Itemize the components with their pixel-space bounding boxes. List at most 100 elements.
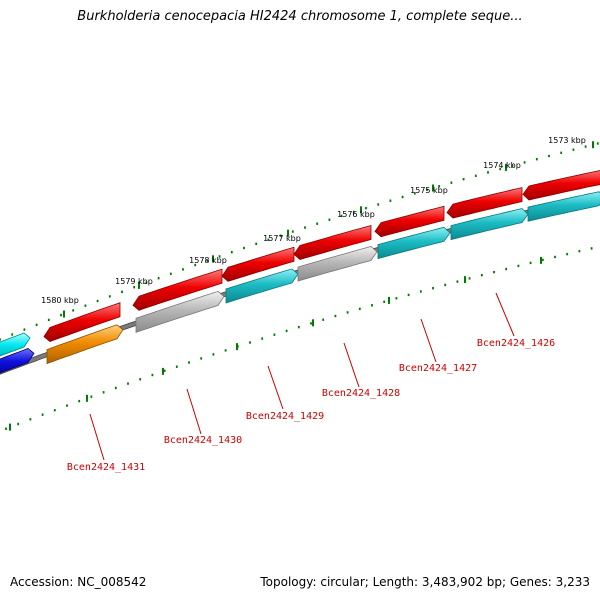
scale-label: 1577 kbp xyxy=(263,234,301,243)
scale-label: 1573 kbp xyxy=(548,136,586,145)
outer-track-minor-tick xyxy=(206,259,209,262)
gene-arrow-grey xyxy=(135,290,225,333)
inner-track-minor-tick xyxy=(224,349,227,352)
forward-gene-arrow xyxy=(293,224,372,260)
inner-track-minor-tick xyxy=(273,333,276,336)
outer-track-minor-tick xyxy=(462,178,465,181)
scale-label: 1576 kbp xyxy=(337,210,375,219)
inner-track-minor-tick xyxy=(419,290,422,293)
gene-arrow-teal xyxy=(527,191,600,222)
outer-track-minor-tick xyxy=(352,210,355,214)
outer-track-minor-tick xyxy=(450,181,453,184)
outer-track-minor-tick xyxy=(511,164,514,167)
inner-track-minor-tick xyxy=(297,325,300,329)
inner-track-minor-tick xyxy=(358,307,361,310)
scale-label: 1580 kbp xyxy=(41,296,79,305)
outer-track-minor-tick xyxy=(584,145,587,148)
inner-track-minor-tick xyxy=(90,395,93,398)
topology-text: Topology: circular; Length: 3,483,902 bp… xyxy=(260,575,590,589)
inner-track-minor-tick xyxy=(114,386,117,390)
outer-track-minor-tick xyxy=(523,161,526,164)
outer-track-minor-tick xyxy=(316,222,319,225)
scale-label: 1579 kbp xyxy=(115,277,153,286)
outer-track-minor-tick xyxy=(548,154,550,158)
inner-track-minor-tick xyxy=(66,404,68,407)
outer-track-minor-tick xyxy=(377,203,380,206)
inner-scale-ticks xyxy=(5,247,593,431)
inner-track-minor-tick xyxy=(175,365,178,368)
gene-label: Bcen2424_1430 xyxy=(164,435,242,446)
outer-track-minor-tick xyxy=(291,230,294,233)
outer-track-minor-tick xyxy=(96,299,99,303)
inner-track-minor-tick xyxy=(102,391,105,394)
outer-track-minor-tick xyxy=(23,328,26,331)
inner-track-minor-tick xyxy=(261,337,264,340)
outer-track-minor-tick xyxy=(182,268,184,271)
outer-track-minor-tick xyxy=(121,290,123,293)
inner-track-minor-tick xyxy=(590,247,593,250)
inner-track-minor-tick xyxy=(468,277,471,280)
forward-gene-arrow xyxy=(43,302,121,342)
leader-line xyxy=(420,318,437,363)
inner-track-minor-tick xyxy=(29,418,32,421)
inner-track-minor-tick xyxy=(188,361,190,364)
outer-scale-ticks xyxy=(0,141,599,341)
inner-track-minor-tick xyxy=(456,280,459,283)
inner-track-minor-tick xyxy=(346,311,349,314)
inner-track-minor-tick xyxy=(505,267,508,271)
inner-track-minor-tick xyxy=(432,287,434,290)
leader-line xyxy=(89,413,105,461)
scale-label: 1578 kbp xyxy=(189,256,227,265)
leader-line xyxy=(495,292,515,337)
outer-track-minor-tick xyxy=(47,318,50,322)
inner-track-minor-tick xyxy=(151,373,154,377)
forward-gene-arrow xyxy=(446,187,523,219)
outer-track-minor-tick xyxy=(596,142,599,145)
inner-track-minor-tick xyxy=(200,357,203,360)
inner-track-minor-tick xyxy=(78,399,81,403)
outer-track-minor-tick xyxy=(340,214,343,218)
outer-track-minor-tick xyxy=(133,286,136,289)
gene-label: Bcen2424_1428 xyxy=(322,388,400,399)
inner-track-minor-tick xyxy=(322,318,325,321)
outer-track-minor-tick xyxy=(72,309,75,312)
outer-track-minor-tick xyxy=(560,151,563,154)
cyan-feature-arrow xyxy=(0,332,31,357)
gene-label: Bcen2424_1429 xyxy=(246,411,324,422)
map-title: Burkholderia cenocepacia HI2424 chromoso… xyxy=(77,9,523,24)
outer-track-minor-tick xyxy=(487,171,489,174)
inner-track-minor-tick xyxy=(41,413,44,416)
leader-line xyxy=(343,342,360,388)
inner-track-minor-tick xyxy=(541,258,544,262)
outer-track-minor-tick xyxy=(218,255,221,258)
outer-track-minor-tick xyxy=(279,234,282,237)
inner-track-minor-tick xyxy=(139,378,142,381)
gene-arrow-teal xyxy=(450,208,529,241)
inner-track-minor-tick xyxy=(371,304,373,307)
outer-track-minor-tick xyxy=(267,238,270,241)
outer-track-minor-tick xyxy=(426,188,428,191)
inner-track-minor-tick xyxy=(17,422,20,426)
gene-label: Bcen2424_1431 xyxy=(67,462,145,473)
outer-track-minor-tick xyxy=(401,195,404,199)
inner-track-minor-tick xyxy=(163,369,166,372)
gene-arrow-teal xyxy=(377,226,451,260)
inner-track-minor-tick xyxy=(554,255,556,259)
outer-track-minor-tick xyxy=(365,207,367,210)
outer-track-minor-tick xyxy=(328,218,331,221)
forward-gene-arrow xyxy=(132,268,223,311)
inner-track-minor-tick xyxy=(395,297,398,300)
inner-track-minor-tick xyxy=(444,283,447,287)
inner-track-minor-tick xyxy=(334,314,337,318)
inner-track-minor-tick xyxy=(310,322,312,325)
forward-gene-arrow xyxy=(374,205,445,238)
inner-track-minor-tick xyxy=(53,409,56,412)
outer-track-minor-tick xyxy=(572,148,575,151)
gene-features xyxy=(0,170,600,374)
outer-track-minor-tick xyxy=(255,242,258,245)
inner-track-minor-tick xyxy=(480,274,483,277)
outer-track-minor-tick xyxy=(194,263,197,267)
outer-track-minor-tick xyxy=(35,323,38,326)
outer-track-minor-tick xyxy=(535,158,538,161)
